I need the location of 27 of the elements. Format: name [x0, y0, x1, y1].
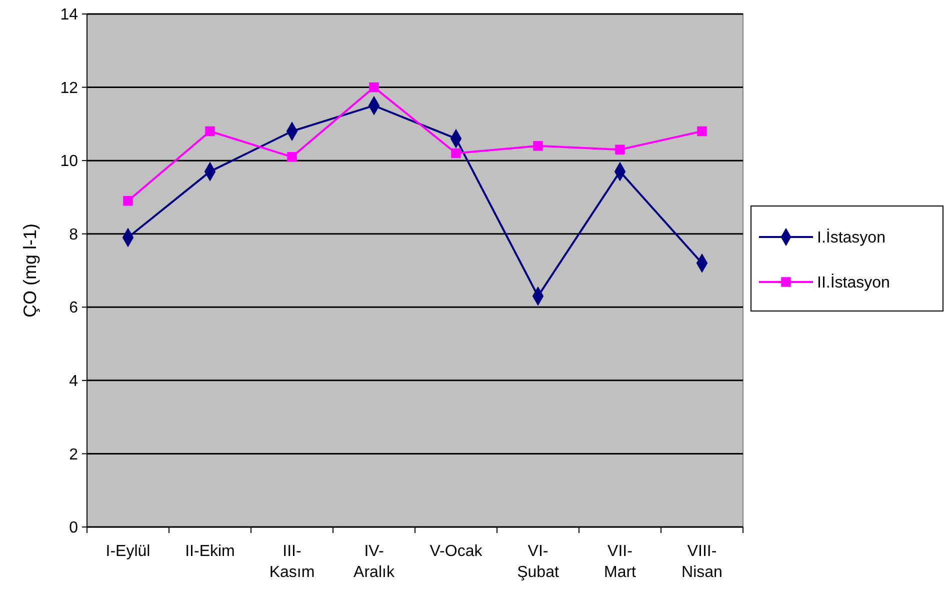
point: [697, 126, 707, 136]
x-tick-label: VIII- Nisan: [682, 543, 722, 581]
y-tick-label: 2: [69, 446, 78, 464]
y-tick-label: 14: [60, 6, 78, 24]
legend-label: II.İstasyon: [817, 274, 890, 292]
legend-label: I.İstasyon: [817, 228, 886, 247]
point: [287, 152, 297, 162]
point: [451, 148, 461, 158]
point: [533, 141, 543, 151]
y-tick-label: 6: [69, 300, 78, 317]
x-tick-label: VII- Mart: [604, 543, 637, 581]
x-tick-label: III- Kasım: [269, 543, 315, 581]
point: [615, 144, 625, 154]
y-axis-title: ÇO (mg l-1): [20, 224, 40, 318]
y-tick-label: 0: [69, 520, 78, 537]
x-tick-label: V-Ocak: [430, 543, 484, 560]
point: [123, 196, 133, 206]
y-tick-label: 8: [69, 226, 78, 244]
x-tick-label: II-Ekim: [185, 543, 235, 560]
y-tick-label: 4: [69, 373, 78, 390]
x-tick-label: IV- Aralık: [354, 543, 396, 581]
y-tick-label: 10: [60, 153, 78, 170]
x-tick-label: I-Eylül: [106, 543, 150, 560]
x-tick-label: VI- Şubat: [517, 543, 560, 581]
point: [369, 82, 379, 92]
point: [205, 126, 215, 136]
y-tick-label: 12: [60, 80, 78, 97]
